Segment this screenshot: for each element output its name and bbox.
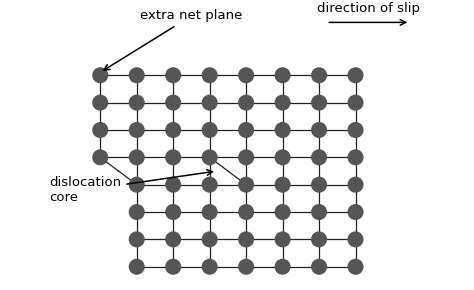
Circle shape bbox=[128, 259, 145, 275]
Circle shape bbox=[238, 67, 254, 83]
Circle shape bbox=[274, 204, 291, 220]
Circle shape bbox=[311, 67, 327, 83]
Circle shape bbox=[274, 67, 291, 83]
Circle shape bbox=[92, 149, 108, 165]
Circle shape bbox=[274, 149, 291, 165]
Circle shape bbox=[201, 122, 218, 138]
Text: direction of slip: direction of slip bbox=[317, 2, 420, 15]
Circle shape bbox=[201, 67, 218, 83]
Circle shape bbox=[165, 204, 181, 220]
Circle shape bbox=[311, 95, 327, 111]
Circle shape bbox=[238, 95, 254, 111]
Circle shape bbox=[128, 231, 145, 247]
Circle shape bbox=[347, 95, 364, 111]
Circle shape bbox=[238, 231, 254, 247]
Circle shape bbox=[201, 149, 218, 165]
Circle shape bbox=[274, 231, 291, 247]
Circle shape bbox=[347, 259, 364, 275]
Circle shape bbox=[201, 231, 218, 247]
Circle shape bbox=[347, 231, 364, 247]
Circle shape bbox=[165, 259, 181, 275]
Circle shape bbox=[128, 204, 145, 220]
Circle shape bbox=[201, 204, 218, 220]
Circle shape bbox=[347, 67, 364, 83]
Circle shape bbox=[92, 122, 108, 138]
Circle shape bbox=[165, 122, 181, 138]
Circle shape bbox=[274, 122, 291, 138]
Circle shape bbox=[238, 177, 254, 193]
Circle shape bbox=[128, 149, 145, 165]
Circle shape bbox=[311, 122, 327, 138]
Circle shape bbox=[238, 122, 254, 138]
Circle shape bbox=[128, 177, 145, 193]
Circle shape bbox=[274, 259, 291, 275]
Circle shape bbox=[201, 259, 218, 275]
Circle shape bbox=[201, 95, 218, 111]
Circle shape bbox=[165, 149, 181, 165]
Circle shape bbox=[274, 177, 291, 193]
Circle shape bbox=[311, 259, 327, 275]
Circle shape bbox=[347, 149, 364, 165]
Circle shape bbox=[128, 67, 145, 83]
Circle shape bbox=[238, 149, 254, 165]
Text: dislocation
core: dislocation core bbox=[49, 170, 212, 204]
Circle shape bbox=[201, 177, 218, 193]
Circle shape bbox=[165, 231, 181, 247]
Circle shape bbox=[92, 95, 108, 111]
Circle shape bbox=[347, 204, 364, 220]
Circle shape bbox=[165, 95, 181, 111]
Circle shape bbox=[347, 177, 364, 193]
Circle shape bbox=[347, 122, 364, 138]
Circle shape bbox=[92, 67, 108, 83]
Circle shape bbox=[165, 177, 181, 193]
Circle shape bbox=[238, 259, 254, 275]
Circle shape bbox=[165, 67, 181, 83]
Circle shape bbox=[311, 149, 327, 165]
Text: extra net plane: extra net plane bbox=[104, 9, 243, 70]
Circle shape bbox=[274, 95, 291, 111]
Circle shape bbox=[238, 204, 254, 220]
Circle shape bbox=[311, 231, 327, 247]
Circle shape bbox=[311, 204, 327, 220]
Circle shape bbox=[311, 177, 327, 193]
Circle shape bbox=[128, 95, 145, 111]
Circle shape bbox=[128, 122, 145, 138]
